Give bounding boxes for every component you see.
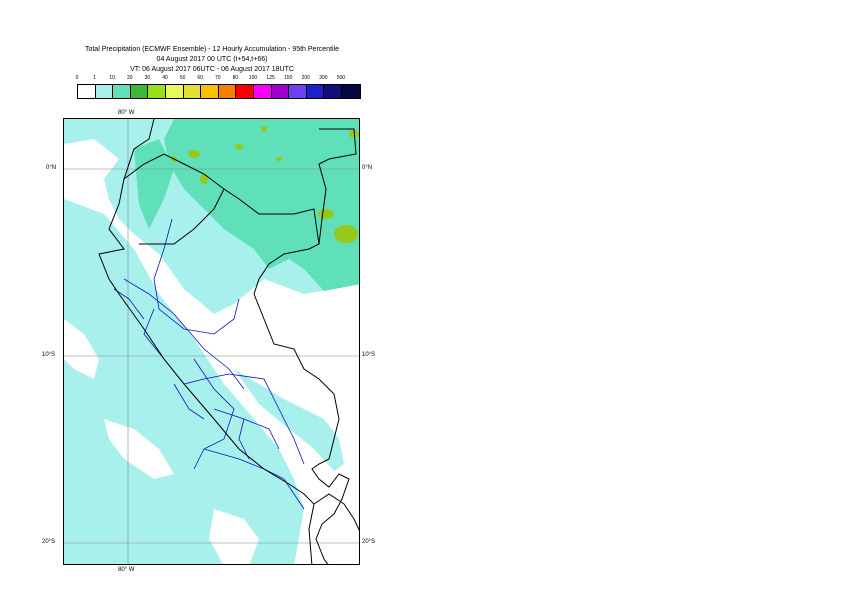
legend-swatch [289, 85, 307, 98]
legend-tick-labels: 0 1 10 20 30 40 50 60 70 80 100 125 150 200 300 500 [73, 75, 353, 85]
precip-heavy-spots [171, 126, 359, 243]
legend-tick-label: 60 [197, 75, 203, 81]
legend-swatch [253, 85, 272, 98]
admin-boundaries [113, 218, 305, 510]
legend-swatch [218, 85, 237, 98]
legend-tick-label: 500 [336, 75, 346, 81]
no-precip-patch [104, 419, 174, 479]
lon-label-bottom: 80° W [118, 567, 135, 573]
precip-light-coastal [64, 199, 304, 564]
legend-tick-label: 150 [284, 75, 293, 81]
legend-tick-label: 125 [266, 75, 275, 81]
legend-tick-label: 0 [75, 75, 79, 81]
precip-medium-patch [134, 139, 174, 229]
legend-swatch [306, 85, 325, 98]
chart-title: Total Precipitation (ECMWF Ensemble) - 1… [84, 46, 340, 53]
legend-swatch [130, 85, 149, 98]
legend-swatch [78, 85, 96, 98]
legend-tick-label: 40 [162, 75, 168, 81]
lat-label-right-20s: 20°S [362, 539, 376, 545]
legend-swatch [236, 85, 254, 98]
legend-swatch [148, 85, 166, 98]
legend-tick-label: 1 [93, 75, 96, 81]
valid-time: VT: 06 August 2017 06UTC - 06 August 201… [130, 66, 294, 73]
legend-swatch [95, 85, 114, 98]
legend-swatch [113, 85, 131, 98]
precip-light-andes [234, 369, 344, 471]
lat-label-left-10s: 10°S [42, 352, 56, 358]
lat-label-right-10s: 10°S [362, 352, 376, 358]
lat-label-right-0n: 0°N [362, 165, 373, 171]
legend-swatch [165, 85, 184, 98]
legend-swatch [201, 85, 219, 98]
legend-tick-label: 200 [301, 75, 310, 81]
lat-label-left-0n: 0°N [46, 165, 57, 171]
legend-tick-label: 100 [248, 75, 258, 81]
lon-label-top: 80° W [118, 110, 135, 116]
legend-swatch [324, 85, 342, 98]
legend-tick-label: 80 [232, 75, 239, 81]
run-time: 04 August 2017 00 UTC (t+54,t+66) [156, 56, 268, 63]
precipitation-map [64, 119, 359, 564]
legend-swatch [183, 85, 202, 98]
color-legend [77, 84, 361, 99]
legend-tick-label: 30 [144, 75, 151, 81]
legend-swatch [341, 85, 360, 98]
map-panel [63, 118, 360, 565]
legend-tick-label: 300 [319, 75, 328, 81]
country-borders [98, 119, 359, 564]
legend-tick-label: 70 [215, 75, 221, 81]
legend-swatch [271, 85, 290, 98]
no-precip-patch [64, 319, 99, 379]
legend-tick-label: 10 [109, 75, 115, 81]
legend-tick-label: 50 [179, 75, 186, 81]
lat-label-left-20s: 20°S [42, 539, 56, 545]
legend-tick-label: 20 [127, 75, 133, 81]
no-precip-patch [209, 509, 259, 564]
